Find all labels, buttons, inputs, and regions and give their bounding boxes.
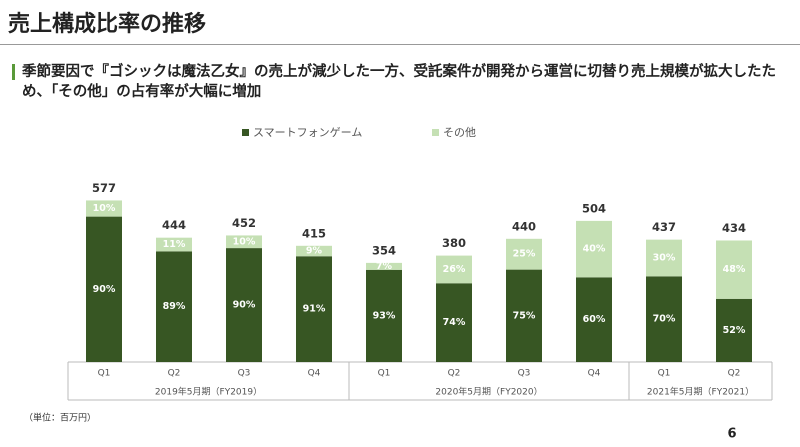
bar-segment bbox=[366, 262, 402, 270]
total-label: 577 bbox=[92, 181, 116, 195]
total-label: 437 bbox=[652, 220, 676, 234]
group-label: 2020年5月期（FY2020） bbox=[435, 386, 542, 398]
bar-segment bbox=[296, 245, 332, 257]
x-tick-label: Q4 bbox=[308, 369, 321, 379]
total-label: 504 bbox=[582, 201, 606, 215]
x-tick-label: Q1 bbox=[658, 369, 671, 379]
legend-label: スマートフォンゲーム bbox=[253, 126, 362, 139]
bar-segment bbox=[716, 240, 752, 299]
slide-title: 売上構成比率の推移 bbox=[8, 12, 207, 37]
value-label: 26% bbox=[443, 264, 466, 275]
value-label: 25% bbox=[513, 249, 536, 260]
x-tick-label: Q3 bbox=[518, 369, 531, 379]
value-label: 40% bbox=[583, 244, 606, 255]
value-label: 70% bbox=[653, 314, 676, 325]
x-tick-label: Q1 bbox=[98, 369, 111, 379]
subtitle: 季節要因で『ゴシックは魔法乙女』の売上が減少した一方、受託案件が開発から運営に切… bbox=[22, 64, 776, 100]
x-tick-label: Q2 bbox=[448, 369, 461, 379]
total-label: 444 bbox=[162, 218, 186, 232]
value-label: 10% bbox=[233, 236, 256, 247]
bar-segment bbox=[436, 255, 472, 284]
value-label: 48% bbox=[723, 264, 746, 275]
bar-segment bbox=[366, 269, 402, 362]
bar-segment bbox=[576, 220, 612, 278]
page-number: 6 bbox=[727, 427, 736, 442]
bar-segment bbox=[226, 235, 262, 249]
total-label: 354 bbox=[372, 243, 396, 257]
total-label: 434 bbox=[722, 221, 746, 235]
title-rule bbox=[0, 44, 800, 45]
footnote: （単位：百万円） bbox=[24, 412, 96, 424]
value-label: 52% bbox=[723, 325, 746, 336]
x-tick-label: Q2 bbox=[168, 369, 181, 379]
value-label: 7% bbox=[376, 261, 393, 272]
bar-segment bbox=[86, 216, 122, 362]
value-label: 91% bbox=[303, 304, 326, 315]
bar-segment bbox=[716, 298, 752, 362]
x-tick-label: Q3 bbox=[238, 369, 251, 379]
x-tick-label: Q1 bbox=[378, 369, 391, 379]
value-label: 90% bbox=[233, 300, 256, 311]
value-label: 93% bbox=[373, 310, 396, 321]
total-label: 452 bbox=[232, 216, 256, 230]
value-label: 60% bbox=[583, 314, 606, 325]
group-label: 2019年5月期（FY2019） bbox=[155, 386, 262, 398]
value-label: 75% bbox=[513, 310, 536, 321]
total-label: 415 bbox=[302, 226, 326, 240]
value-label: 9% bbox=[306, 246, 323, 257]
bar-segment bbox=[506, 269, 542, 362]
value-label: 11% bbox=[163, 239, 186, 250]
x-tick-label: Q2 bbox=[728, 369, 741, 379]
bar-segment bbox=[86, 200, 122, 217]
bar-segment bbox=[436, 283, 472, 362]
bar-segment bbox=[646, 239, 682, 277]
group-label: 2021年5月期（FY2021） bbox=[647, 386, 754, 398]
subtitle-marker bbox=[12, 64, 15, 80]
bar-segment bbox=[156, 251, 192, 362]
legend-swatch bbox=[432, 129, 439, 136]
bar-segment bbox=[156, 237, 192, 252]
value-label: 89% bbox=[163, 301, 186, 312]
value-label: 74% bbox=[443, 317, 466, 328]
value-label: 30% bbox=[653, 252, 676, 263]
bar-segment bbox=[576, 277, 612, 362]
bar-segment bbox=[226, 248, 262, 362]
value-label: 90% bbox=[93, 284, 116, 295]
total-label: 440 bbox=[512, 219, 536, 233]
bar-segment bbox=[506, 238, 542, 270]
bar-segment bbox=[646, 276, 682, 362]
total-label: 380 bbox=[442, 236, 466, 250]
x-tick-label: Q4 bbox=[588, 369, 601, 379]
bar-segment bbox=[296, 256, 332, 362]
value-label: 10% bbox=[93, 203, 116, 214]
legend-swatch bbox=[242, 129, 249, 136]
legend-label: その他 bbox=[443, 126, 476, 139]
